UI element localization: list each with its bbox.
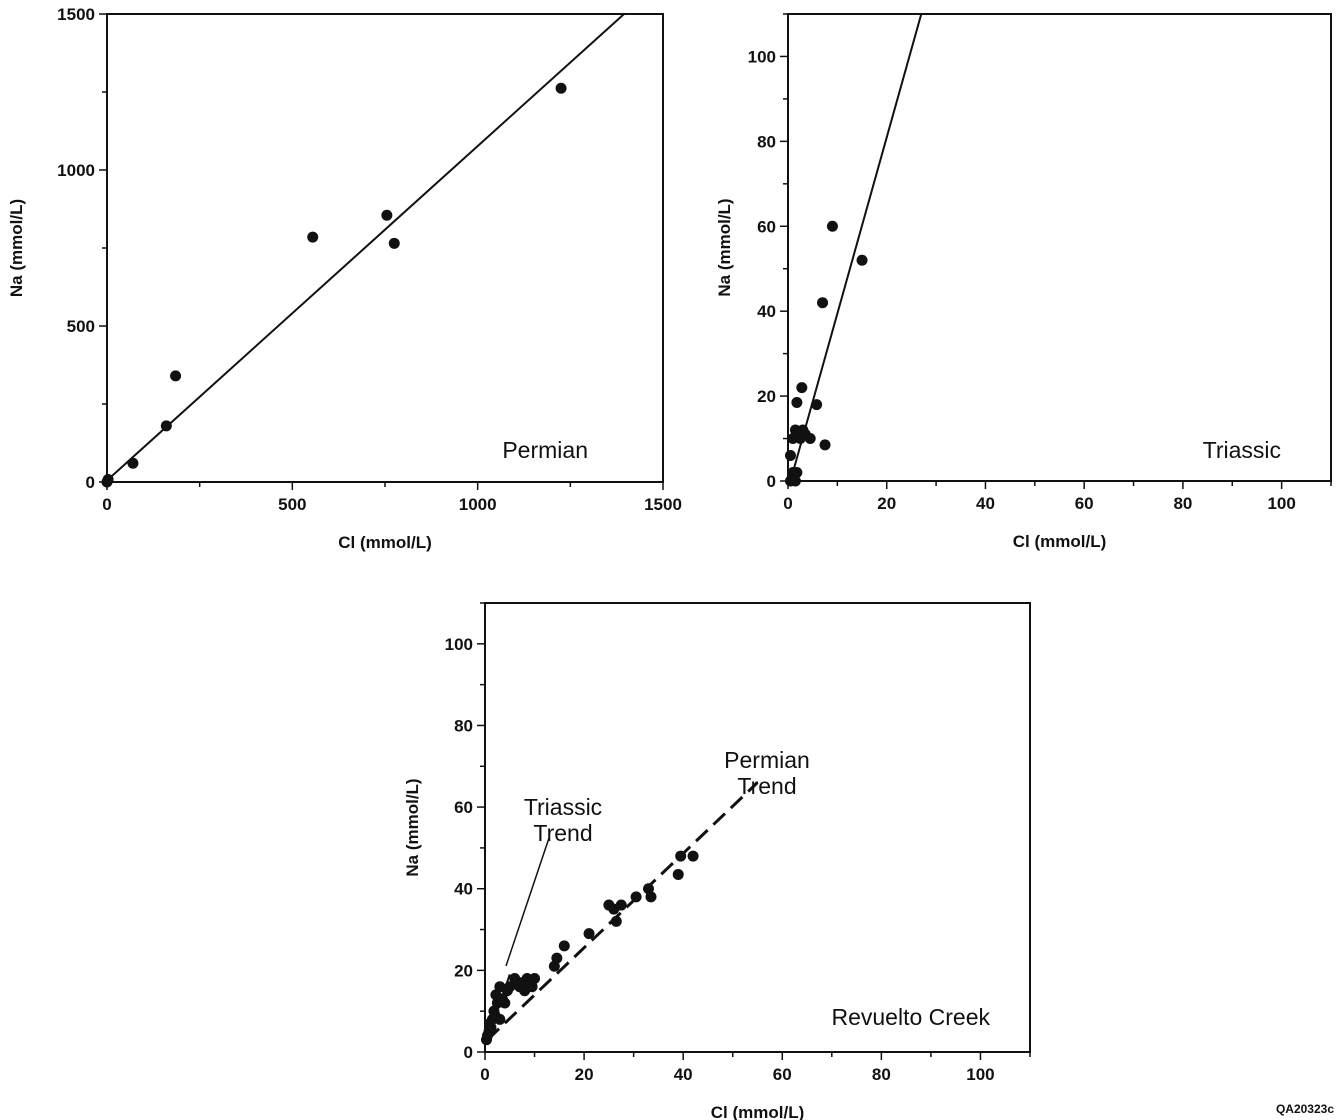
data-point <box>672 868 684 880</box>
annotation-line: Trend <box>737 773 796 799</box>
trend-line-dashed <box>486 781 759 1041</box>
annotation-line: Triassic <box>524 794 602 820</box>
data-point <box>494 1013 506 1025</box>
data-point <box>817 297 829 309</box>
y-tick-label: 0 <box>464 1043 473 1062</box>
y-tick-label: 20 <box>757 387 776 406</box>
x-tick-label: 80 <box>872 1065 891 1084</box>
x-tick-label: 500 <box>278 495 306 514</box>
x-tick-label: 80 <box>1173 494 1192 513</box>
x-axis-label: Cl (mmol/L) <box>711 1103 805 1120</box>
trend-annotation: Permian Trend <box>724 747 810 799</box>
y-tick-label: 1500 <box>57 5 95 24</box>
y-tick-label: 100 <box>748 47 776 66</box>
data-point <box>615 899 627 911</box>
y-tick-label: 0 <box>767 472 776 491</box>
data-point <box>485 1022 497 1034</box>
data-point <box>127 457 139 469</box>
y-axis-label: Na (mmol/L) <box>403 778 422 876</box>
data-point <box>160 420 172 432</box>
data-point <box>804 433 816 445</box>
triassic-chart: 0 20 40 60 80 100 0 20 40 60 80 100 Cl (mmol/L) Na (m… <box>715 13 1332 551</box>
y-tick-label: 60 <box>454 798 473 817</box>
data-point <box>791 396 803 408</box>
x-tick-label: 0 <box>783 494 792 513</box>
x-tick-label: 60 <box>1075 494 1094 513</box>
y-tick-label: 20 <box>454 961 473 980</box>
panel-label: Permian <box>502 437 588 463</box>
data-point <box>789 475 801 487</box>
y-tick-label: 1000 <box>57 161 95 180</box>
x-axis-label: Cl (mmol/L) <box>1013 532 1107 551</box>
x-tick-label: 60 <box>773 1065 792 1084</box>
y-axis-label: Na (mmol/L) <box>715 198 734 296</box>
data-point <box>381 209 393 221</box>
annotation-line: Trend <box>533 820 592 846</box>
y-tick-label: 0 <box>86 473 95 492</box>
annotation-pointer <box>505 837 550 967</box>
x-tick-label: 0 <box>480 1065 489 1084</box>
data-point <box>551 952 563 964</box>
data-point <box>796 382 808 394</box>
data-point <box>645 891 657 903</box>
data-point <box>811 399 823 411</box>
data-point <box>583 928 595 940</box>
x-tick-label: 100 <box>1267 494 1295 513</box>
y-tick-label: 80 <box>454 716 473 735</box>
x-axis-label: Cl (mmol/L) <box>338 533 432 552</box>
data-point <box>610 915 622 927</box>
x-tick-label: 40 <box>976 494 995 513</box>
data-point <box>784 450 796 462</box>
data-point <box>787 467 799 479</box>
data-point <box>675 850 687 862</box>
x-tick-label: 20 <box>877 494 896 513</box>
plot-frame <box>106 13 664 483</box>
revuelto-creek-chart: 0 20 40 60 80 100 0 20 40 60 80 100 Cl (mmol/L) Na (m… <box>403 602 1031 1120</box>
plot-frame <box>484 602 1031 1053</box>
data-point <box>630 891 642 903</box>
data-point <box>856 254 868 266</box>
x-tick-label: 1500 <box>644 495 682 514</box>
data-point <box>307 231 319 243</box>
trend-annotation: Triassic Trend <box>524 794 602 846</box>
panel-label: Triassic <box>1203 437 1281 463</box>
y-tick-label: 500 <box>67 317 95 336</box>
y-axis-label: Na (mmol/L) <box>7 199 26 297</box>
data-point <box>687 850 699 862</box>
data-point <box>529 973 541 985</box>
plot-frame <box>787 13 1332 482</box>
y-tick-label: 60 <box>757 217 776 236</box>
x-tick-label: 0 <box>102 495 111 514</box>
x-tick-label: 100 <box>966 1065 994 1084</box>
data-point <box>555 82 567 94</box>
permian-chart: 0 500 1000 1500 0 500 1000 1500 Cl (mmol/L) Na (m… <box>7 5 682 552</box>
trend-line <box>107 14 625 482</box>
annotation-line: Permian <box>724 747 810 773</box>
data-point <box>819 439 831 451</box>
data-point <box>102 474 114 486</box>
x-tick-label: 1000 <box>459 495 497 514</box>
x-tick-label: 20 <box>575 1065 594 1084</box>
y-tick-label: 40 <box>454 880 473 899</box>
data-point <box>170 370 182 382</box>
data-point <box>826 220 838 232</box>
y-tick-label: 80 <box>757 132 776 151</box>
x-tick-label: 40 <box>674 1065 693 1084</box>
data-point <box>558 940 570 952</box>
y-tick-label: 40 <box>757 302 776 321</box>
trend-line <box>789 14 923 481</box>
figure-id: QA20323c <box>1275 1102 1334 1116</box>
panel-label: Revuelto Creek <box>831 1004 990 1030</box>
y-tick-label: 100 <box>445 635 473 654</box>
data-point <box>388 237 400 249</box>
data-point <box>499 997 511 1009</box>
